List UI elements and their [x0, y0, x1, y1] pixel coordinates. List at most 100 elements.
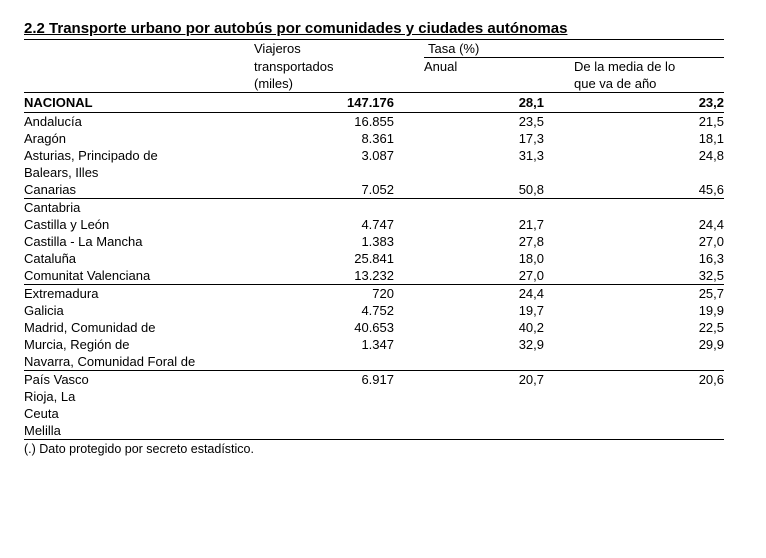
hdr-viajeros-l3: (miles) [254, 75, 424, 93]
cell-name: Aragón [24, 130, 254, 147]
table-row: Andalucía16.85523,521,5 [24, 113, 724, 131]
cell-name: Murcia, Región de [24, 336, 254, 353]
footnote: (.) Dato protegido por secreto estadísti… [24, 440, 724, 458]
cell-viajeros: 25.841 [254, 250, 424, 267]
table-row: Canarias7.05250,845,6 [24, 181, 724, 199]
cell-media: 45,6 [574, 181, 724, 199]
data-table: Viajeros Tasa (%) transportados Anual De… [24, 39, 724, 457]
cell-name: Cataluña [24, 250, 254, 267]
table-row: País Vasco6.91720,720,6 [24, 371, 724, 389]
cell-anual: 24,4 [424, 285, 574, 303]
table-row: Melilla [24, 422, 724, 440]
section-title: 2.2 Transporte urbano por autobús por co… [24, 20, 742, 37]
cell-anual: 27,8 [424, 233, 574, 250]
table-row: Ceuta [24, 405, 724, 422]
hdr-anual: Anual [424, 58, 574, 76]
cell-anual: 20,7 [424, 371, 574, 389]
cell-viajeros [254, 422, 424, 440]
row-nacional: NACIONAL 147.176 28,1 23,2 [24, 93, 724, 113]
cell-viajeros: 3.087 [254, 147, 424, 164]
cell-anual: 50,8 [424, 181, 574, 199]
cell-anual: 32,9 [424, 336, 574, 353]
cell-viajeros: 16.855 [254, 113, 424, 131]
cell-name: Galicia [24, 302, 254, 319]
nacional-media: 23,2 [574, 93, 724, 113]
table-row: Castilla - La Mancha1.38327,827,0 [24, 233, 724, 250]
cell-name: Castilla y León [24, 216, 254, 233]
cell-media: 24,4 [574, 216, 724, 233]
table-row: Murcia, Región de1.34732,929,9 [24, 336, 724, 353]
cell-name: Melilla [24, 422, 254, 440]
cell-media: 29,9 [574, 336, 724, 353]
cell-viajeros: 720 [254, 285, 424, 303]
table-row: Rioja, La [24, 388, 724, 405]
cell-anual [424, 422, 574, 440]
cell-name: Comunitat Valenciana [24, 267, 254, 285]
cell-name: País Vasco [24, 371, 254, 389]
cell-viajeros: 8.361 [254, 130, 424, 147]
cell-viajeros: 7.052 [254, 181, 424, 199]
table-row: Asturias, Principado de3.08731,324,8 [24, 147, 724, 164]
cell-name: Navarra, Comunidad Foral de [24, 353, 254, 371]
cell-viajeros [254, 388, 424, 405]
cell-viajeros [254, 405, 424, 422]
cell-viajeros: 6.917 [254, 371, 424, 389]
cell-media [574, 164, 724, 181]
cell-viajeros: 1.347 [254, 336, 424, 353]
cell-anual: 31,3 [424, 147, 574, 164]
cell-media: 24,8 [574, 147, 724, 164]
table-row: Navarra, Comunidad Foral de [24, 353, 724, 371]
hdr-viajeros-l1: Viajeros [254, 40, 424, 58]
cell-name: Canarias [24, 181, 254, 199]
cell-media [574, 199, 724, 217]
cell-anual: 19,7 [424, 302, 574, 319]
hdr-blank3 [24, 75, 254, 93]
nacional-anual: 28,1 [424, 93, 574, 113]
hdr-blank [24, 40, 254, 58]
cell-anual: 18,0 [424, 250, 574, 267]
cell-name: Ceuta [24, 405, 254, 422]
cell-name: Asturias, Principado de [24, 147, 254, 164]
cell-anual: 40,2 [424, 319, 574, 336]
cell-media [574, 353, 724, 371]
cell-viajeros: 4.752 [254, 302, 424, 319]
cell-anual [424, 164, 574, 181]
cell-media: 16,3 [574, 250, 724, 267]
table-row: Cataluña25.84118,016,3 [24, 250, 724, 267]
nacional-label: NACIONAL [24, 93, 254, 113]
cell-media: 19,9 [574, 302, 724, 319]
cell-media: 27,0 [574, 233, 724, 250]
cell-name: Castilla - La Mancha [24, 233, 254, 250]
cell-viajeros: 1.383 [254, 233, 424, 250]
cell-name: Cantabria [24, 199, 254, 217]
hdr-anual-blank [424, 75, 574, 93]
table-row: Madrid, Comunidad de40.65340,222,5 [24, 319, 724, 336]
cell-anual: 23,5 [424, 113, 574, 131]
cell-media: 21,5 [574, 113, 724, 131]
cell-anual [424, 405, 574, 422]
table-row: Aragón8.36117,318,1 [24, 130, 724, 147]
cell-media [574, 405, 724, 422]
cell-name: Madrid, Comunidad de [24, 319, 254, 336]
cell-name: Andalucía [24, 113, 254, 131]
cell-viajeros: 40.653 [254, 319, 424, 336]
hdr-blank2 [24, 58, 254, 76]
cell-name: Balears, Illes [24, 164, 254, 181]
cell-media: 18,1 [574, 130, 724, 147]
cell-name: Rioja, La [24, 388, 254, 405]
cell-name: Extremadura [24, 285, 254, 303]
hdr-viajeros-l2: transportados [254, 58, 424, 76]
cell-anual: 17,3 [424, 130, 574, 147]
hdr-tasa: Tasa (%) [424, 40, 724, 58]
cell-media: 22,5 [574, 319, 724, 336]
cell-viajeros [254, 199, 424, 217]
cell-anual: 21,7 [424, 216, 574, 233]
cell-viajeros: 13.232 [254, 267, 424, 285]
cell-media [574, 388, 724, 405]
table-row: Cantabria [24, 199, 724, 217]
cell-anual [424, 353, 574, 371]
table-row: Extremadura72024,425,7 [24, 285, 724, 303]
cell-anual: 27,0 [424, 267, 574, 285]
table-row: Comunitat Valenciana13.23227,032,5 [24, 267, 724, 285]
table-row: Balears, Illes [24, 164, 724, 181]
